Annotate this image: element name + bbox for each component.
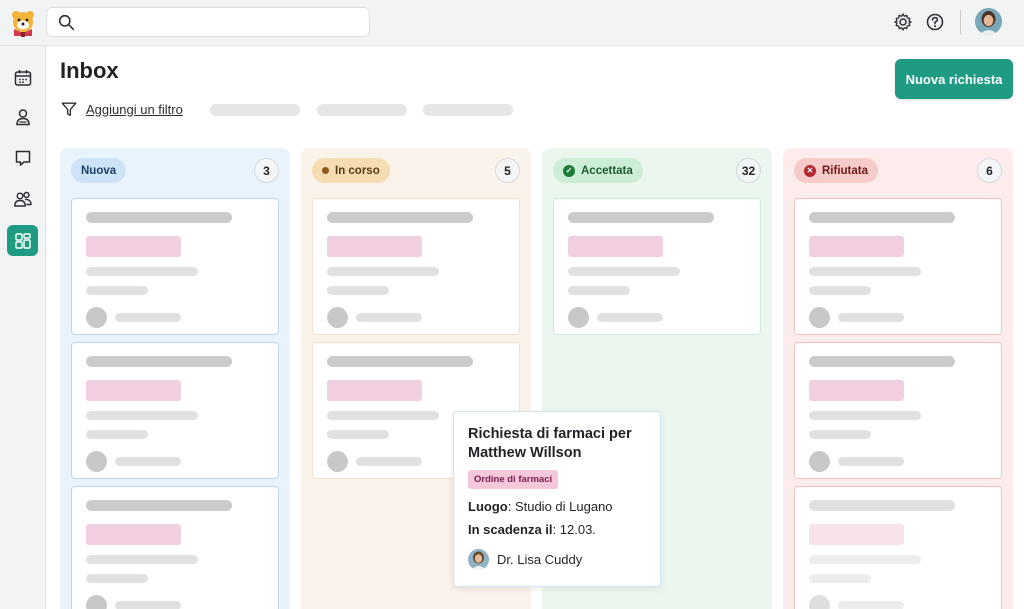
filter-icon	[61, 102, 77, 116]
sidebar-item-patients[interactable]	[7, 101, 38, 132]
calendar-icon	[14, 69, 31, 86]
request-card[interactable]	[71, 198, 279, 335]
request-card[interactable]	[71, 342, 279, 479]
help-icon[interactable]	[925, 12, 945, 32]
check-circle-icon: ✓	[563, 164, 575, 177]
add-filter-label: Aggiungi un filtro	[86, 101, 183, 117]
team-icon	[13, 191, 32, 207]
sidebar-item-calendar[interactable]	[7, 62, 38, 93]
patient-icon	[15, 108, 30, 125]
due-date-row: In scadenza il: 12.03.	[468, 522, 646, 537]
location-value: : Studio di Lugano	[507, 499, 613, 514]
assigned-doctor: Dr. Lisa Cuddy	[468, 549, 646, 570]
status-badge: Nuova	[71, 158, 127, 183]
sidebar-item-board[interactable]	[7, 225, 38, 256]
status-label: In corso	[335, 164, 380, 177]
column-count: 32	[736, 158, 761, 183]
main-content: Inbox Nuova richiesta Aggiungi un filtro…	[47, 47, 1024, 609]
location-label: Luogo	[468, 499, 508, 514]
page-title: Inbox	[60, 58, 119, 83]
search-icon	[58, 14, 75, 31]
request-card[interactable]	[71, 486, 279, 609]
request-card[interactable]	[794, 198, 1002, 335]
user-avatar[interactable]	[975, 8, 1002, 35]
request-card[interactable]	[794, 342, 1002, 479]
filter-chip-placeholder	[317, 104, 407, 116]
board-icon	[14, 232, 31, 249]
request-card[interactable]	[794, 486, 1002, 609]
top-bar	[0, 0, 1024, 46]
filter-chip-placeholder	[210, 104, 300, 116]
x-circle-icon: ✕	[804, 164, 816, 177]
due-date-label: In scadenza il	[468, 522, 553, 537]
status-label: Rifiutata	[822, 164, 868, 177]
search-input[interactable]	[46, 7, 370, 37]
status-dot-icon	[322, 167, 329, 174]
add-filter-link[interactable]: Aggiungi un filtro	[60, 100, 183, 118]
column-count: 6	[977, 158, 1002, 183]
gear-icon[interactable]	[893, 12, 913, 32]
status-badge: ✕ Rifiutata	[794, 158, 878, 183]
doctor-avatar	[468, 549, 489, 570]
bear-mascot-icon[interactable]	[8, 8, 38, 38]
column-rifiutata: ✕ Rifiutata 6	[783, 148, 1013, 609]
request-card[interactable]	[553, 198, 761, 335]
column-count: 3	[254, 158, 279, 183]
request-card[interactable]	[312, 198, 520, 335]
request-title: Richiesta di farmaci per Matthew Willson	[468, 426, 632, 461]
request-type-tag: Ordine di farmaci	[468, 470, 559, 489]
column-nuova: Nuova 3	[60, 148, 290, 609]
status-label: Accettata	[581, 164, 633, 177]
chat-icon	[15, 150, 30, 166]
doctor-name: Dr. Lisa Cuddy	[497, 552, 583, 567]
sidebar	[0, 46, 46, 609]
request-detail-card[interactable]: Richiesta di farmaci per Matthew Willson…	[453, 411, 661, 587]
sidebar-item-messages[interactable]	[7, 142, 38, 173]
column-count: 5	[495, 158, 520, 183]
filter-chip-placeholder	[423, 104, 513, 116]
location-row: Luogo: Studio di Lugano	[468, 499, 646, 514]
new-request-button[interactable]: Nuova richiesta	[895, 59, 1013, 99]
divider	[960, 10, 961, 35]
status-label: Nuova	[81, 164, 117, 177]
due-date-value: : 12.03.	[552, 522, 596, 537]
status-badge: ✓ Accettata	[553, 158, 643, 183]
sidebar-item-team[interactable]	[7, 183, 38, 214]
column-in-corso: In corso 5	[301, 148, 531, 609]
status-badge: In corso	[312, 158, 390, 183]
